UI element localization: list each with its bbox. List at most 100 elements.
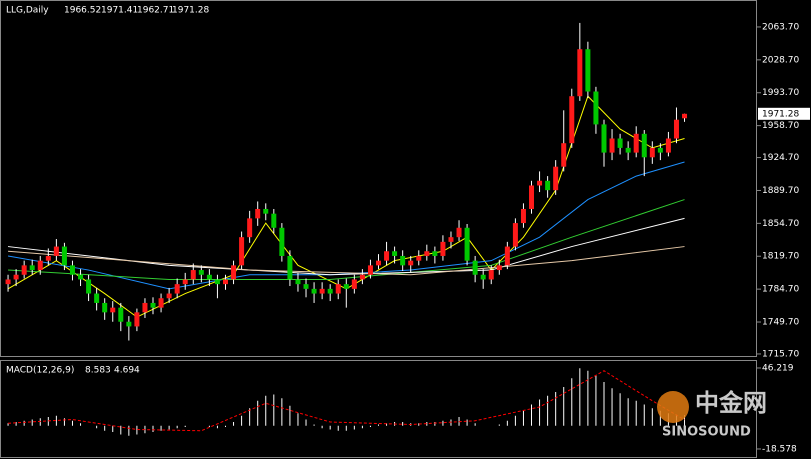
candle-body [617, 138, 623, 148]
candle-body [134, 312, 140, 327]
macd-signal-value: 4.694 [114, 366, 140, 376]
candle-body [682, 113, 688, 119]
candle-body [150, 302, 156, 308]
candle-body [424, 251, 430, 256]
candle-body [303, 284, 309, 289]
y-tick-label: 1784.70 [762, 285, 799, 295]
candle-body [37, 260, 43, 271]
candle-body [367, 265, 373, 275]
candle-body [78, 274, 84, 280]
candle-body [665, 138, 671, 153]
candle-body [359, 274, 365, 280]
ohlc-high: 1971.41 [101, 6, 138, 16]
candle-body [69, 265, 75, 275]
candle-body [657, 147, 663, 153]
candle-body [577, 49, 583, 97]
candle-body [142, 302, 148, 313]
candle-body [198, 270, 204, 275]
candle-body [53, 246, 59, 256]
macd-value: 8.583 [85, 366, 111, 376]
candle-body [520, 208, 526, 224]
line [8, 370, 685, 432]
macd-title: MACD(12,26,9) [6, 366, 74, 376]
candle-body [231, 265, 237, 280]
line [8, 246, 685, 276]
candle-body [343, 284, 349, 289]
y-tick-label: 1749.70 [762, 318, 799, 328]
candle-body [400, 255, 406, 266]
line [8, 199, 685, 280]
candle-body [601, 124, 607, 153]
y-tick-label: 1854.70 [762, 219, 799, 229]
y-tick-label: 1924.70 [762, 153, 799, 163]
watermark: 中金网 SINOSOUND [657, 389, 767, 440]
line [7, 217, 685, 276]
candle-body [126, 321, 132, 327]
y-tick-label: 1993.70 [762, 88, 799, 98]
y-tick-label: 1889.70 [762, 186, 799, 196]
candle-body [263, 208, 269, 214]
watermark-logo: 中金网 [695, 389, 767, 417]
candle-body [86, 279, 92, 294]
candle-body [593, 91, 599, 125]
candle-body [408, 260, 414, 266]
candle-body [545, 180, 551, 191]
candle-body [633, 133, 639, 153]
candle-body [448, 237, 454, 242]
candle-body [255, 208, 261, 219]
candle-body [569, 96, 575, 144]
candle-body [480, 274, 486, 280]
candle-body [110, 307, 116, 313]
candle-body [21, 265, 27, 275]
price-tag [758, 107, 810, 120]
candle-body [641, 133, 647, 158]
main-frame [0, 0, 757, 357]
candle-body [553, 166, 559, 191]
watermark-icon [657, 391, 689, 423]
y-tick-label: -18.578 [762, 444, 797, 454]
candle-body [376, 260, 381, 266]
candle-body [496, 265, 502, 271]
candle-body [319, 288, 325, 294]
ohlc-close: 1971.28 [172, 6, 209, 16]
candle-body [392, 251, 398, 256]
y-tick-label: 2063.70 [762, 22, 799, 32]
candle-body [609, 138, 615, 153]
candle-body [512, 223, 518, 247]
y-tick-label: 46.219 [762, 363, 794, 373]
candle-body [464, 227, 470, 261]
candle-body [504, 246, 510, 266]
macd-frame [0, 360, 757, 458]
candle-body [529, 185, 535, 209]
candle-body [61, 246, 67, 266]
candle-body [222, 279, 228, 285]
candle-body [174, 284, 180, 294]
line [7, 161, 685, 290]
candle-body [166, 293, 172, 299]
ohlc-low: 1962.71 [137, 6, 174, 16]
y-tick-label: 1715.70 [762, 349, 799, 359]
candle-body [94, 293, 100, 303]
candle-body [472, 260, 478, 275]
candle-body [456, 227, 462, 238]
candle-body [585, 49, 591, 92]
candle-body [5, 279, 11, 285]
candle-body [327, 288, 333, 294]
candle-body [335, 284, 341, 294]
ohlc-open: 1966.52 [64, 6, 101, 16]
candle-body [351, 279, 357, 289]
chart-title: LLG,Daily [6, 6, 49, 16]
candle-body [673, 119, 679, 139]
candle-body [190, 270, 196, 280]
candle-body [158, 298, 164, 308]
candle-body [488, 270, 494, 280]
candle-body [311, 288, 317, 294]
candle-body [102, 302, 108, 313]
y-tick-label: 1819.70 [762, 252, 799, 262]
candle-body [45, 255, 51, 261]
candle-body [440, 241, 446, 256]
y-tick-label: 2028.70 [762, 55, 799, 65]
candle-body [271, 213, 277, 228]
candle-body [287, 255, 293, 280]
